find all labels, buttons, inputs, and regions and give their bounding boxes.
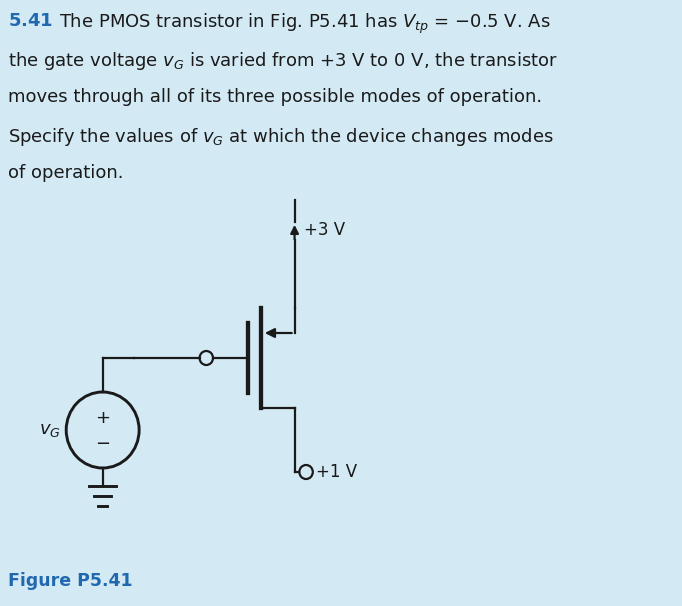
Text: $v_G$: $v_G$ (39, 421, 61, 439)
Text: −: − (95, 435, 110, 453)
Text: The PMOS transistor in Fig. P5.41 has $V_{tp}$ = $-$0.5 V. As: The PMOS transistor in Fig. P5.41 has $V… (59, 12, 551, 36)
Text: Specify the values of $v_G$ at which the device changes modes: Specify the values of $v_G$ at which the… (8, 126, 553, 148)
Text: of operation.: of operation. (8, 164, 123, 182)
Text: Figure P5.41: Figure P5.41 (8, 572, 132, 590)
Text: +3 V: +3 V (304, 221, 345, 239)
Text: +: + (95, 409, 110, 427)
Text: $\mathbf{5.41}$: $\mathbf{5.41}$ (8, 12, 53, 30)
Text: +1 V: +1 V (316, 463, 357, 481)
Text: the gate voltage $v_G$ is varied from $+$3 V to 0 V, the transistor: the gate voltage $v_G$ is varied from $+… (8, 50, 558, 72)
Text: moves through all of its three possible modes of operation.: moves through all of its three possible … (8, 88, 542, 106)
